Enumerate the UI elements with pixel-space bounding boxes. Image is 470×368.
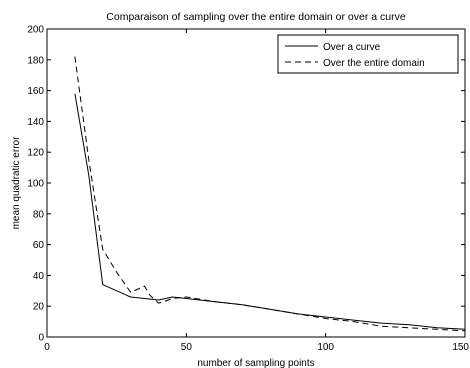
x-axis: 0 50 100 150 [44,29,469,353]
x-tick-label: 50 [181,342,193,353]
x-axis-label: number of sampling points [197,358,314,368]
y-tick-label: 140 [27,117,44,128]
y-tick-label: 120 [27,148,44,159]
legend-label: Over the entire domain [323,58,425,69]
legend-box [277,34,459,74]
legend: Over a curve Over the entire domain [277,34,459,74]
x-tick-label: 150 [452,342,469,353]
y-tick-label: 80 [33,209,45,220]
y-tick-label: 200 [27,25,44,36]
x-tick-label: 100 [317,342,334,353]
y-axis-label: mean quadratic error [11,136,22,229]
series-layer [74,56,466,332]
y-tick-label: 0 [38,333,44,344]
y-axis: 0 20 40 60 80 100 120 140 160 180 200 [27,25,465,344]
y-tick-label: 20 [33,302,45,313]
plot-area-frame [46,28,466,338]
legend-label: Over a curve [323,42,381,53]
y-tick-label: 160 [27,86,44,97]
y-tick-label: 100 [27,179,44,190]
chart-title: Comparaison of sampling over the entire … [106,11,406,23]
series-line-over-the-entire-domain [74,56,466,332]
y-tick-label: 180 [27,55,44,66]
x-tick-label: 0 [44,342,50,353]
y-tick-label: 60 [33,240,45,251]
y-tick-label: 40 [33,271,45,282]
